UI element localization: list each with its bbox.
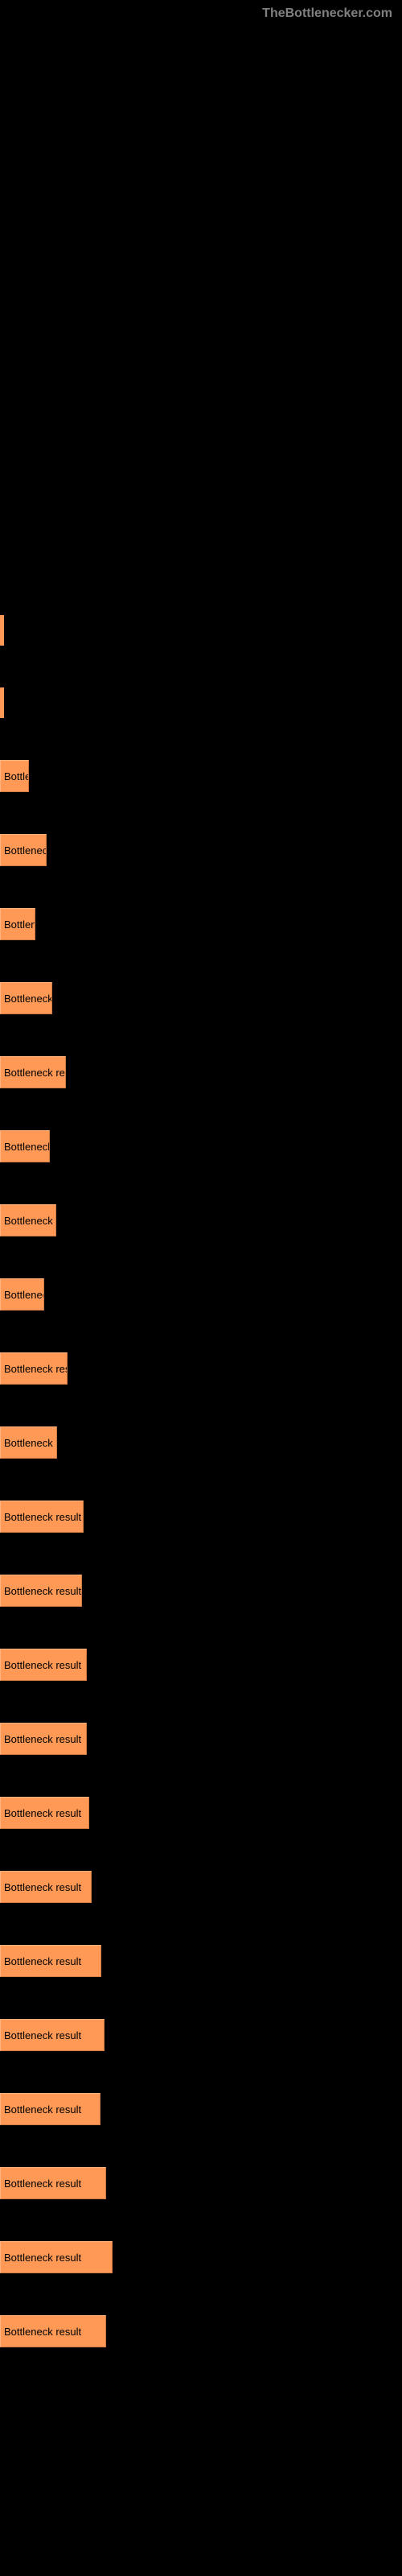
chart-bar: Bottleneck result [0,2093,100,2125]
chart-bar: Bottleneck result [0,1575,82,1607]
bar-label: Bottleneck result [4,1881,81,1893]
bar-chart: Bottle Bottleneck Bottlen Bottleneck r Bottl… [0,27,402,2347]
chart-bar-row: Bottleneck result [0,1797,402,1829]
bar-label: Bottlenec [4,1289,44,1301]
chart-bar-row: Bottleneck result [0,1501,402,1533]
bar-label: Bottlen [4,919,35,931]
chart-bar-row: Bottleneck result [0,2019,402,2051]
chart-bar-row: Bottleneck rese [0,1056,402,1088]
chart-bar-row: Bottleneck r [0,982,402,1014]
chart-bar: Bottleneck re [0,1426,57,1459]
bar-label: Bottle [4,770,29,782]
chart-bar: Bottleneck re [0,1204,56,1236]
chart-bar: Bottleneck result [0,2167,106,2199]
bar-label: Bottleneck re [4,1215,56,1227]
bar-label: Bottleneck r [4,1141,50,1153]
chart-bar-row: Bottleneck result [0,2093,402,2125]
chart-bar-row: Bottleneck result [0,1575,402,1607]
chart-bar: Bottleneck result [0,1871,92,1903]
chart-bar: Bottlenec [0,1278,44,1311]
watermark-text: TheBottlenecker.com [0,0,402,27]
bar-label: Bottleneck rese [4,1067,66,1079]
chart-bar-row: Bottleneck [0,834,402,866]
bar-label: Bottleneck result [4,1511,81,1523]
chart-bar-row: Bottleneck re [0,1426,402,1459]
chart-bar: Bottleneck result [0,2315,106,2347]
chart-bar [0,615,4,646]
bar-label: Bottleneck result [4,2103,81,2116]
bar-label: Bottleneck result [4,2029,81,2041]
chart-bar-row: Bottleneck result [0,1723,402,1755]
chart-bar: Bottleneck rese [0,1056,66,1088]
bar-label: Bottleneck result [4,2326,81,2338]
bar-label: Bottleneck r [4,993,52,1005]
chart-bar: Bottleneck result [0,2019,105,2051]
bar-label: Bottleneck [4,844,47,857]
bar-label: Bottleneck result [4,2178,81,2190]
bar-label: Bottleneck result [4,1659,81,1671]
chart-bar-row: Bottleneck result [0,1871,402,1903]
chart-bar-row: Bottlenec [0,1278,402,1311]
bar-label: Bottleneck result [4,1585,81,1597]
chart-bar-row: Bottleneck resu [0,1352,402,1385]
chart-bar: Bottleneck [0,834,47,866]
bar-label: Bottleneck result [4,1955,81,1967]
chart-bar: Bottleneck resu [0,1352,68,1385]
chart-bar: Bottleneck result [0,1945,101,1977]
bar-label: Bottleneck result [4,1733,81,1745]
chart-bar: Bottleneck result [0,1723,87,1755]
chart-bar-row: Bottlen [0,908,402,940]
bar-label: Bottleneck result [4,1807,81,1819]
chart-bar: Bottleneck result [0,1797,89,1829]
bar-label: Bottleneck result [4,2252,81,2264]
chart-bar: Bottleneck result [0,1501,84,1533]
bar-label: Bottleneck re [4,1437,57,1449]
chart-bar-row: Bottle [0,760,402,792]
chart-bar-row: Bottleneck result [0,2167,402,2199]
chart-bar-row: Bottleneck result [0,2315,402,2347]
chart-bar-row: Bottleneck result [0,1649,402,1681]
chart-bar-row: Bottleneck result [0,2241,402,2273]
chart-bar: Bottle [0,760,29,792]
chart-bar-row: Bottleneck re [0,1204,402,1236]
chart-bar: Bottleneck r [0,1130,50,1162]
bar-label: Bottleneck resu [4,1363,68,1375]
chart-bar: Bottleneck r [0,982,52,1014]
chart-bar [0,687,4,718]
chart-bar: Bottlen [0,908,35,940]
chart-bar: Bottleneck result [0,2241,113,2273]
chart-bar-row: Bottleneck r [0,1130,402,1162]
chart-bar-row: Bottleneck result [0,1945,402,1977]
chart-bar: Bottleneck result [0,1649,87,1681]
